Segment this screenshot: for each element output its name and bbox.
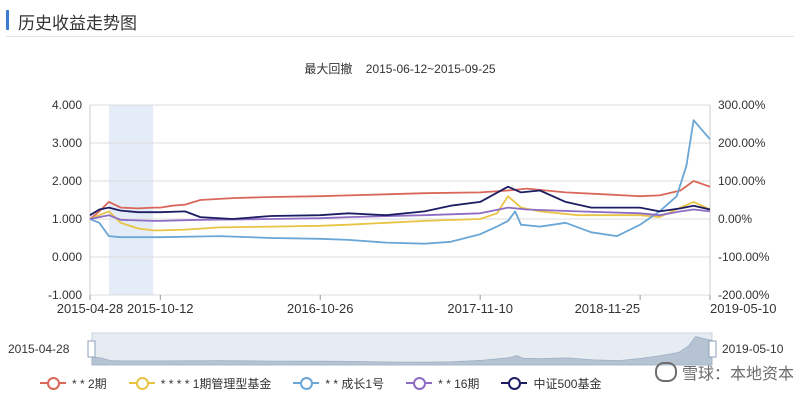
section-title: 历史收益走势图 — [18, 14, 137, 33]
header-accent-bar — [6, 10, 9, 30]
legend-label: 中证500基金 — [533, 376, 602, 391]
y-right-tick-label: -200.00% — [718, 288, 770, 302]
y-left-tick-label: -1.000 — [48, 288, 82, 302]
x-tick-label: 2015-10-12 — [127, 301, 194, 316]
y-left-tick-label: 0.000 — [52, 250, 82, 264]
slider-start-handle — [87, 340, 96, 358]
series-line-1 — [89, 180, 711, 220]
slider-end-label: 2019-05-10 — [722, 342, 784, 356]
max-drawdown-range: 2015-06-12~2015-09-25 — [365, 62, 496, 76]
x-tick-label: 2015-04-28 — [57, 301, 124, 316]
legend-swatch — [40, 377, 66, 390]
legend-item-2[interactable]: * * * * 1期管理型基金 — [128, 375, 272, 392]
x-tick-label: 2019-05-10 — [710, 301, 777, 316]
chart-legend: * * 2期 * * * * 1期管理型基金 * * 成长1号 * * 16期 中证50… — [40, 374, 623, 392]
legend-item-1[interactable]: * * 2期 — [40, 375, 107, 392]
legend-label: * * 16期 — [438, 376, 480, 391]
x-tick-label: 2018-11-25 — [575, 301, 641, 316]
y-right-tick-label: 200.00% — [718, 136, 766, 150]
legend-label: * * 2期 — [72, 376, 107, 391]
legend-item-5[interactable]: 中证500基金 — [501, 375, 601, 392]
watermark-text: 雪球：本地资本 — [681, 366, 794, 383]
series-line-5 — [89, 185, 711, 220]
y-left-tick-label: 1.000 — [52, 212, 82, 226]
legend-item-4[interactable]: * * 16期 — [406, 375, 479, 392]
legend-swatch — [406, 377, 433, 390]
legend-swatch — [128, 377, 155, 390]
y-right-tick-label: 100.00% — [718, 174, 766, 188]
y-left-tick-label: 2.000 — [52, 174, 82, 188]
chat-bubble-icon — [654, 362, 677, 382]
slider-end-handle — [708, 340, 717, 358]
legend-label: * * 成长1号 — [325, 376, 385, 391]
max-drawdown-band — [108, 105, 154, 295]
slider-start-label: 2015-04-28 — [8, 342, 70, 356]
y-left-tick-label: 3.000 — [52, 136, 82, 150]
y-left-tick-label: 4.000 — [52, 98, 82, 112]
slider-preview — [91, 336, 713, 366]
legend-swatch — [293, 377, 320, 390]
y-right-tick-label: 0.00% — [718, 212, 752, 226]
section-header: 历史收益走势图 — [6, 6, 794, 37]
x-tick-label: 2017-11-10 — [447, 301, 513, 316]
y-right-tick-label: -100.00% — [718, 250, 770, 264]
max-drawdown-label: 最大回撤 — [304, 62, 353, 76]
legend-item-3[interactable]: * * 成长1号 — [293, 375, 384, 392]
max-drawdown-caption: 最大回撤 2015-06-12~2015-09-25 — [0, 60, 800, 77]
series-line-4 — [89, 206, 711, 222]
legend-label: * * * * 1期管理型基金 — [160, 376, 272, 391]
slider-track — [91, 332, 713, 366]
series-line-3 — [89, 119, 711, 245]
legend-swatch — [501, 377, 528, 390]
x-tick-label: 2016-10-26 — [287, 301, 354, 316]
watermark: 雪球：本地资本 — [654, 360, 794, 384]
series-line-2 — [89, 195, 711, 232]
y-right-tick-label: 300.00% — [718, 98, 766, 112]
